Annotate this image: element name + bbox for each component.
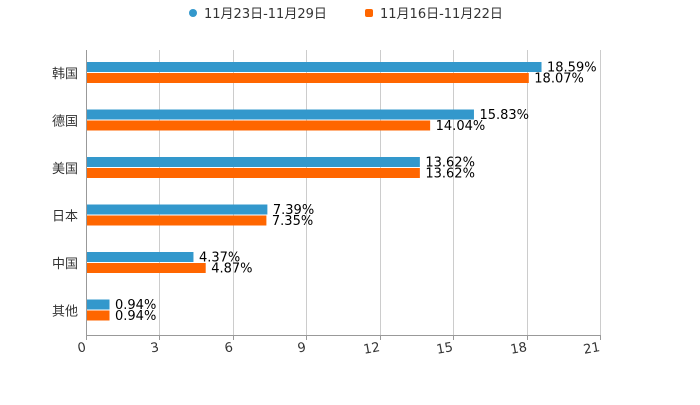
- category-label-5: 其他: [52, 305, 78, 320]
- data-label-1-1: 14.04%: [436, 119, 486, 134]
- x-tick-label-5: 15: [435, 340, 454, 358]
- legend-marker-0: [189, 9, 197, 17]
- bar-0-0[interactable]: [86, 62, 542, 72]
- data-label-0-1: 15.83%: [479, 108, 529, 123]
- category-label-3: 日本: [52, 210, 78, 225]
- bar-0-5[interactable]: [86, 299, 110, 310]
- bar-1-1[interactable]: [86, 120, 431, 131]
- data-label-1-5: 0.94%: [115, 309, 156, 324]
- category-label-2: 美国: [52, 162, 78, 177]
- category-label-0: 韩国: [52, 67, 78, 82]
- data-label-0-5: 0.94%: [115, 298, 156, 313]
- bar-0-4[interactable]: [86, 252, 194, 262]
- x-tick-label-0: 0: [76, 340, 87, 356]
- legend-label-0: 11月23日-11月29日: [204, 7, 327, 22]
- bar-0-2[interactable]: [86, 157, 420, 167]
- data-label-1-0: 18.07%: [534, 72, 584, 87]
- data-label-1-2: 13.62%: [425, 167, 475, 182]
- bar-1-5[interactable]: [86, 310, 110, 321]
- legend: 11月23日-11月29日 11月16日-11月22日: [189, 7, 503, 22]
- bar-0-3[interactable]: [86, 204, 268, 215]
- data-label-0-0: 18.59%: [547, 61, 597, 76]
- bar-0-1[interactable]: [86, 109, 474, 120]
- legend-item-0[interactable]: 11月23日-11月29日: [189, 7, 327, 22]
- data-label-1-3: 7.35%: [272, 214, 313, 229]
- x-tick-label-2: 6: [223, 340, 234, 356]
- grid: [159, 50, 601, 335]
- category-label-4: 中国: [52, 257, 78, 272]
- category-label-1: 德国: [52, 115, 78, 130]
- data-label-0-2: 13.62%: [425, 156, 475, 171]
- bars: [86, 62, 542, 321]
- legend-item-1[interactable]: 11月16日-11月22日: [365, 7, 503, 22]
- legend-marker-1: [365, 9, 373, 17]
- bar-1-3[interactable]: [86, 215, 267, 226]
- bar-1-0[interactable]: [86, 73, 529, 83]
- x-tick-label-6: 18: [509, 340, 528, 358]
- data-label-0-3: 7.39%: [273, 203, 314, 218]
- data-label-1-4: 4.87%: [211, 262, 252, 277]
- labels: 18.59%18.07% 15.83%14.04% 13.62%13.62% 7.39…: [115, 61, 597, 325]
- data-label-0-4: 4.37%: [199, 251, 240, 266]
- bar-1-4[interactable]: [86, 263, 206, 273]
- x-tick-label-3: 9: [296, 340, 307, 356]
- x-tick-label-4: 12: [362, 340, 381, 358]
- x-tick-label-7: 21: [582, 340, 601, 358]
- legend-label-1: 11月16日-11月22日: [380, 7, 503, 22]
- x-tick-label-1: 3: [149, 340, 160, 356]
- bar-1-2[interactable]: [86, 168, 420, 178]
